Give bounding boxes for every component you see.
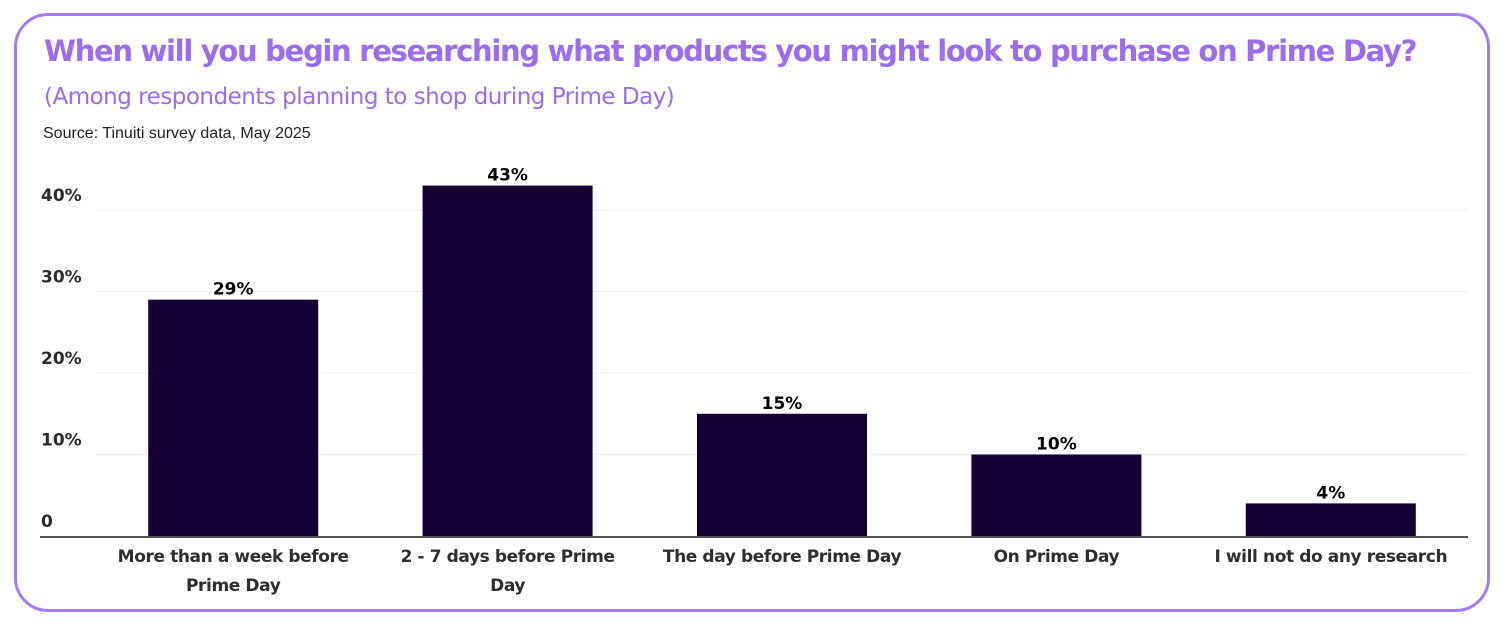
- value-labels: 29% 43% 15% 10% 4%: [213, 166, 1345, 504]
- x-axis-labels: More than a week before Prime Day 2 - 7 da…: [118, 547, 1448, 596]
- y-tick-label: 0: [41, 512, 53, 532]
- x-tick-label-line: More than a week before: [118, 547, 349, 567]
- bar: [148, 299, 319, 536]
- y-tick-label: 40%: [41, 186, 82, 206]
- x-tick-label-line: Day: [490, 576, 525, 596]
- x-tick-label: More than a week before Prime Day: [118, 547, 349, 596]
- bars: [148, 185, 1416, 537]
- x-tick-label-line: I will not do any research: [1214, 547, 1447, 567]
- value-label: 15%: [762, 394, 803, 414]
- y-tick-label: 10%: [41, 431, 82, 451]
- bar: [422, 185, 593, 537]
- x-tick-label-line: Prime Day: [186, 576, 281, 596]
- x-tick-label: The day before Prime Day: [663, 547, 902, 567]
- y-tick-label: 20%: [41, 349, 82, 369]
- chart-title: When will you begin researching what pro…: [44, 34, 1417, 68]
- y-tick-label: 30%: [41, 268, 82, 288]
- bar: [1245, 503, 1416, 536]
- value-label: 43%: [487, 166, 528, 186]
- value-label: 4%: [1316, 483, 1345, 503]
- y-axis-ticks: 0 10% 20% 30% 40%: [41, 186, 82, 532]
- x-tick-label-line: On Prime Day: [994, 547, 1120, 567]
- value-label: 10%: [1036, 435, 1077, 455]
- x-tick-label: I will not do any research: [1214, 547, 1447, 567]
- x-tick-label-line: The day before Prime Day: [663, 547, 902, 567]
- bar: [971, 454, 1142, 536]
- chart-subtitle: (Among respondents planning to shop duri…: [44, 84, 675, 110]
- x-tick-label-line: 2 - 7 days before Prime: [401, 547, 615, 567]
- x-tick-label: On Prime Day: [994, 547, 1120, 567]
- source-note: Source: Tinuiti survey data, May 2025: [43, 125, 311, 142]
- bar: [697, 413, 867, 536]
- x-tick-label: 2 - 7 days before Prime Day: [401, 547, 615, 596]
- value-label: 29%: [213, 280, 254, 300]
